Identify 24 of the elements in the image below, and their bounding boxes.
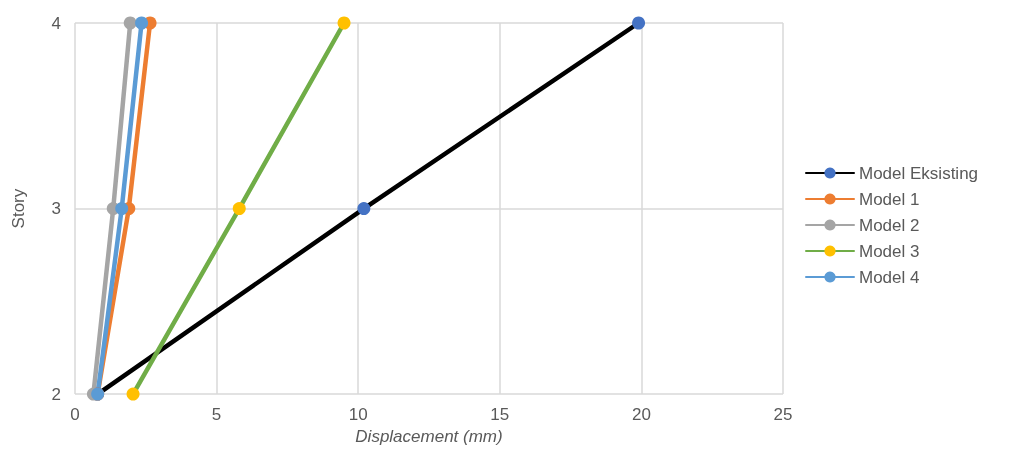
point: [126, 387, 140, 401]
x-tick-label: 5: [211, 405, 222, 425]
legend-label: Model 3: [859, 241, 920, 261]
point: [357, 202, 371, 216]
legend-label: Model 1: [859, 189, 920, 209]
point: [232, 202, 246, 216]
x-axis-title: Displacement (mm): [355, 427, 503, 446]
point: [337, 16, 351, 30]
legend-label: Model Eksisting: [859, 163, 979, 183]
y-tick-label: 3: [51, 199, 61, 219]
y-tick-label: 4: [51, 13, 61, 33]
x-tick-label: 15: [490, 405, 510, 425]
y-axis-title: Story: [9, 188, 28, 229]
x-tick-label: 20: [631, 405, 651, 425]
point: [115, 202, 129, 216]
point: [632, 16, 646, 30]
x-tick-label: 25: [773, 405, 793, 425]
x-tick-label: 0: [70, 405, 80, 425]
legend-label: Model 4: [859, 267, 920, 287]
point: [135, 16, 149, 30]
y-tick-label: 2: [51, 384, 61, 404]
x-tick-label: 10: [348, 405, 368, 425]
point: [123, 16, 137, 30]
legend-label: Model 2: [859, 215, 920, 235]
